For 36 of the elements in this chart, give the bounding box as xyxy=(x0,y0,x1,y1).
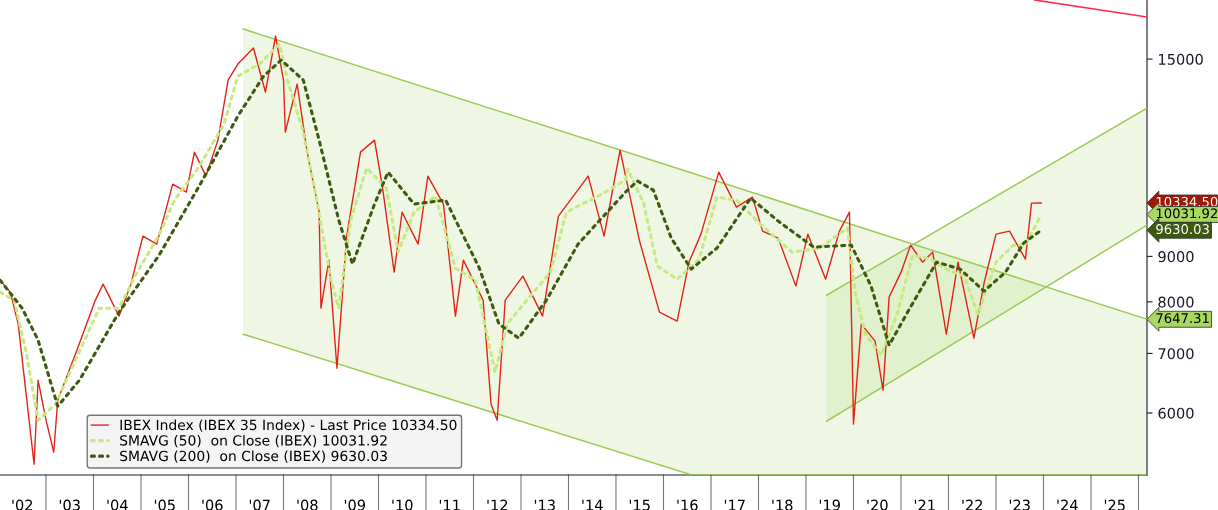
x-tick-label: '25 xyxy=(1104,499,1125,510)
x-tick-label: '02 xyxy=(12,499,33,510)
x-tick-label: '18 xyxy=(772,499,793,510)
y-tick-label: 6000 xyxy=(1158,407,1194,419)
x-tick-label: '13 xyxy=(534,499,555,510)
annotation: 7647.31 xyxy=(1156,313,1209,324)
x-tick-label: '21 xyxy=(914,499,935,510)
annotation: 10334.50 xyxy=(1156,196,1218,207)
legend-label: SMAVG (200) on Close (IBEX) 9630.03 xyxy=(120,450,387,463)
x-tick-label: '03 xyxy=(59,499,80,510)
x-tick-label: '19 xyxy=(819,499,840,510)
x-tick-label: '24 xyxy=(1057,499,1078,510)
x-tick-label: '05 xyxy=(154,499,175,510)
x-tick-label: '12 xyxy=(487,499,508,510)
legend-label: IBEX Index (IBEX 35 Index) - Last Price 10334.50 xyxy=(120,419,457,432)
x-tick-label: '07 xyxy=(249,499,270,510)
x-tick-label: '22 xyxy=(962,499,983,510)
y-tick-label: 7000 xyxy=(1158,348,1194,360)
x-tick-label: '20 xyxy=(867,499,888,510)
x-tick-label: '16 xyxy=(677,499,698,510)
x-tick-label: '10 xyxy=(392,499,413,510)
annotation: 10031.92 xyxy=(1156,208,1217,219)
x-tick-label: '14 xyxy=(582,499,603,510)
x-tick-label: '15 xyxy=(629,499,650,510)
x-tick-label: '06 xyxy=(202,499,223,510)
annotation: 9630.03 xyxy=(1156,224,1209,235)
legend-label: SMAVG (50) on Close (IBEX) 10031.92 xyxy=(120,434,387,448)
y-tick-label: 15000 xyxy=(1159,53,1203,65)
y-tick-label: 9000 xyxy=(1158,251,1194,263)
y-tick-label: 8000 xyxy=(1158,296,1194,308)
x-tick-label: '23 xyxy=(1009,499,1030,510)
x-tick-label: '09 xyxy=(344,499,366,510)
x-tick-label: '17 xyxy=(724,499,745,510)
x-tick-label: '08 xyxy=(297,499,318,510)
x-tick-label: '11 xyxy=(439,499,460,510)
x-tick-label: '04 xyxy=(107,499,128,510)
